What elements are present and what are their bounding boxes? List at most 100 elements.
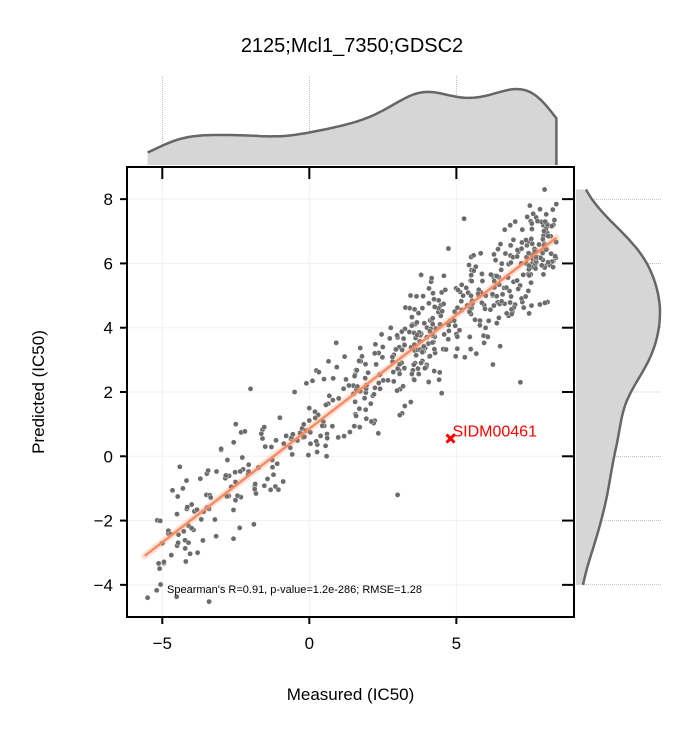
scatter-point: [446, 328, 452, 334]
scatter-point: [490, 361, 496, 368]
scatter-point: [247, 385, 254, 392]
scatter-point: [527, 202, 533, 209]
scatter-point: [498, 260, 505, 267]
scatter-point: [351, 373, 358, 379]
scatter-point: [470, 267, 477, 274]
scatter-point: [289, 451, 296, 458]
scatter-point: [537, 301, 543, 308]
scatter-point: [438, 390, 445, 396]
scatter-point: [361, 395, 368, 402]
scatter-point: [409, 371, 415, 377]
right-density-line: [581, 188, 662, 586]
scatter-point: [493, 273, 500, 279]
scatter-point: [176, 463, 183, 470]
scatter-point: [346, 382, 352, 389]
y-tick-label: 6: [104, 254, 113, 273]
scatter-point: [261, 482, 268, 489]
scatter-point: [347, 429, 353, 435]
scatter-point: [218, 445, 224, 452]
scatter-point: [414, 319, 420, 326]
top-density-fill: [147, 89, 557, 165]
scatter-point: [280, 440, 287, 447]
scatter-point: [431, 304, 438, 310]
scatter-point: [323, 402, 329, 408]
scatter-point: [290, 431, 296, 438]
scatter-point: [427, 353, 433, 359]
y-tick-label: −4: [94, 576, 113, 595]
scatter-point: [518, 245, 525, 252]
scatter-point: [429, 321, 436, 328]
x-tick-label: 0: [305, 634, 314, 653]
scatter-point: [426, 300, 432, 307]
scatter-point: [543, 211, 550, 218]
scatter-point: [169, 487, 176, 494]
scatter-point: [264, 476, 271, 482]
scatter-point: [267, 486, 274, 493]
scatter-point: [495, 246, 501, 252]
scatter-point: [523, 237, 529, 243]
scatter-point: [491, 251, 497, 258]
scatter-point: [365, 369, 371, 376]
scatter-point: [532, 265, 539, 272]
scatter-point: [198, 516, 205, 523]
scatter-point: [362, 406, 369, 413]
scatter-point: [252, 481, 258, 487]
scatter-point: [187, 551, 193, 557]
scatter-point: [287, 444, 294, 451]
scatter-point: [520, 271, 527, 278]
scatter-point: [510, 236, 517, 243]
scatter-point: [303, 380, 310, 387]
scatter-point: [373, 361, 379, 368]
scatter-point: [445, 336, 452, 343]
scatter-point: [372, 341, 379, 348]
scatter-point: [482, 306, 488, 312]
scatter-point: [274, 460, 281, 467]
scatter-point: [541, 228, 547, 234]
scatter-point: [390, 369, 397, 375]
scatter-point: [341, 433, 347, 439]
scatter-point: [291, 389, 298, 395]
scatter-point: [454, 333, 461, 340]
scatter-point: [174, 511, 180, 517]
scatter-point: [420, 293, 426, 299]
scatter-point: [497, 241, 504, 247]
scatter-point: [368, 418, 375, 425]
scatter-point: [316, 369, 322, 375]
scatter-point: [534, 218, 541, 224]
scatter-point: [168, 552, 175, 558]
scatter-point: [354, 367, 360, 374]
scatter-point: [224, 457, 231, 463]
scatter-point: [359, 353, 365, 360]
scatter-point: [307, 440, 314, 447]
scatter-point: [213, 533, 219, 540]
scatter-point: [269, 464, 276, 471]
scatter-point: [551, 217, 558, 223]
scatter-point: [273, 437, 279, 444]
scatter-point: [188, 525, 195, 531]
scatter-point: [322, 442, 329, 449]
scatter-point: [431, 296, 437, 303]
scatter-point: [503, 310, 510, 317]
scatter-point: [333, 339, 340, 346]
scatter-point: [212, 516, 218, 523]
scatter-point: [436, 369, 443, 376]
scatter-point: [242, 428, 248, 435]
scatter-point: [519, 239, 525, 246]
scatter-point: [454, 345, 461, 352]
scatter-point: [270, 471, 277, 478]
scatter-point: [458, 298, 465, 305]
scatter-point: [409, 314, 415, 320]
scatter-point: [429, 339, 436, 346]
scatter-point: [537, 255, 544, 261]
scatter-point: [528, 302, 535, 309]
scatter-point: [283, 433, 289, 439]
scatter-point: [362, 375, 369, 381]
scatter-point: [230, 507, 237, 513]
scatter-point: [443, 346, 449, 353]
scatter-point: [524, 214, 531, 220]
scatter-point: [477, 322, 483, 329]
scatter-point: [428, 275, 435, 281]
y-tick-label: 4: [104, 319, 113, 338]
x-tick-label: −5: [153, 634, 172, 653]
scatter-point: [431, 346, 438, 353]
